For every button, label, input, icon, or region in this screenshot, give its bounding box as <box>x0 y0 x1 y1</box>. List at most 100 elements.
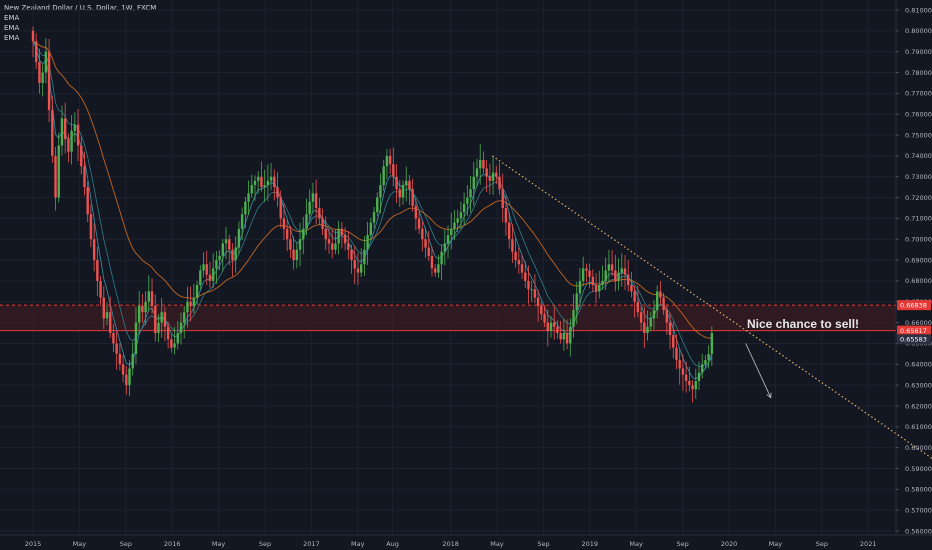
time-tick-label: Sep <box>259 540 271 548</box>
time-tick-label: May <box>629 540 643 548</box>
candle-body <box>60 118 64 146</box>
forecast-arrow-head <box>766 392 772 399</box>
candle-body <box>80 145 83 167</box>
candle-body <box>118 353 122 365</box>
candle-body <box>607 264 611 271</box>
candle-body <box>623 268 627 275</box>
candle-body <box>157 322 160 334</box>
candle-body <box>266 180 270 186</box>
candle-body <box>684 374 688 381</box>
candle-body <box>588 270 591 277</box>
candle-body <box>437 264 440 273</box>
indicator-ema-2[interactable]: EMA <box>4 24 20 32</box>
candle-body <box>594 285 598 292</box>
candle-body <box>620 268 623 273</box>
time-tick-label: May <box>351 540 365 548</box>
candle-body <box>189 301 192 306</box>
chart-title: New Zealand Dollar / U.S. Dollar, 1W, FX… <box>4 4 157 12</box>
candle-body <box>540 305 543 315</box>
candle-body <box>369 222 373 236</box>
price-tag-label: 0.65583 <box>900 336 927 344</box>
candle-body <box>569 326 572 344</box>
candle-body <box>269 176 273 181</box>
candle-body <box>543 314 546 323</box>
candle-body <box>424 239 427 248</box>
candle-body <box>279 197 282 219</box>
candle-body <box>639 312 643 323</box>
candle-body <box>41 72 44 83</box>
candle-body <box>195 285 199 298</box>
candle-body <box>604 270 607 281</box>
candle-body <box>562 333 566 340</box>
candle-body <box>202 264 205 271</box>
candle-body <box>395 176 398 190</box>
time-axis[interactable]: 2015 May Sep 2016 May Sep 2017 May Aug 2018 May Sep… <box>0 534 932 548</box>
candle-body <box>221 243 225 256</box>
candle-body <box>57 145 60 198</box>
indicator-ema-1[interactable]: EMA <box>4 14 20 22</box>
candle-body <box>308 201 311 215</box>
candle-body <box>295 249 299 261</box>
candle-body <box>643 322 646 334</box>
candle-body <box>598 285 601 292</box>
candle-body <box>614 270 617 281</box>
candle-body <box>459 212 463 219</box>
candle-body <box>160 312 163 323</box>
annotation-label[interactable]: Nice chance to sell! <box>747 317 859 331</box>
candle-body <box>710 333 714 354</box>
candle-body <box>450 228 453 236</box>
candle-body <box>231 249 234 261</box>
price-tick-label: 0.72000 <box>905 194 932 202</box>
price-tick-label: 0.73000 <box>905 173 932 181</box>
candle-body <box>443 243 447 252</box>
candle-body <box>646 326 649 334</box>
candle-body <box>697 372 701 381</box>
candle-body <box>681 368 685 375</box>
candle-body <box>559 333 562 340</box>
price-axis[interactable]: 0.81000 0.80000 0.79000 0.78000 0.77000 0.760… <box>895 0 932 535</box>
drawing-tools[interactable] <box>492 155 932 464</box>
candle-body <box>565 333 569 344</box>
candles <box>31 26 714 403</box>
candle-body <box>147 291 151 302</box>
candle-body <box>70 130 73 152</box>
candle-body <box>479 160 482 169</box>
candle-body <box>244 201 247 215</box>
candle-body <box>575 293 578 311</box>
candle-body <box>536 297 540 306</box>
candle-body <box>128 368 131 386</box>
candle-body <box>314 193 318 208</box>
candle-body <box>44 51 48 73</box>
candle-body <box>546 322 549 331</box>
chart-grid <box>0 0 896 535</box>
candle-body <box>472 176 475 190</box>
candle-body <box>218 255 221 261</box>
candle-body <box>440 251 443 265</box>
candle-body <box>240 214 244 229</box>
candle-body <box>688 380 691 386</box>
candle-body <box>372 212 376 223</box>
price-tick-label: 0.68000 <box>905 277 932 285</box>
time-tick-label: Sep <box>816 540 828 548</box>
candle-body <box>501 189 504 208</box>
indicator-ema-3[interactable]: EMA <box>4 34 20 42</box>
candle-body <box>601 280 604 286</box>
time-tick-label: 2019 <box>582 540 599 548</box>
candle-body <box>694 380 697 390</box>
candle-body <box>520 264 524 273</box>
candle-body <box>701 364 704 373</box>
candle-body <box>199 270 202 286</box>
candle-body <box>388 155 392 165</box>
forecast-arrow[interactable] <box>745 343 772 398</box>
price-tick-label: 0.79000 <box>905 48 932 56</box>
candle-body <box>610 264 614 271</box>
candle-body <box>347 243 350 250</box>
price-tick-label: 0.77000 <box>905 90 932 98</box>
trendline[interactable] <box>492 155 932 464</box>
candle-body <box>67 139 70 152</box>
candle-body <box>179 322 183 334</box>
time-tick-label: Sep <box>120 540 132 548</box>
candle-body <box>704 360 707 365</box>
candle-body <box>556 326 559 334</box>
